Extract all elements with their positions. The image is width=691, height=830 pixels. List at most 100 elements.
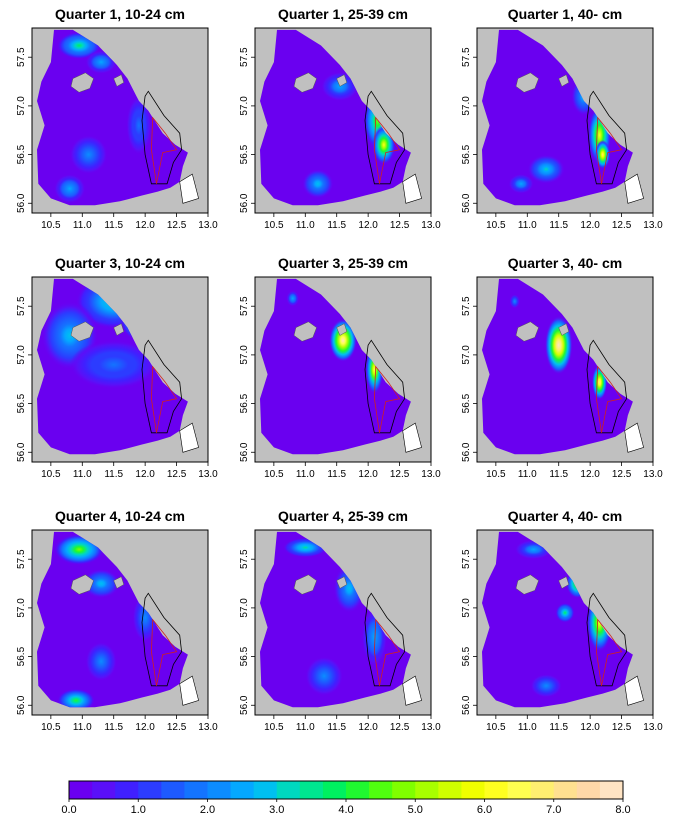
legend-cell [230, 781, 255, 799]
x-tick-label: 13.0 [198, 220, 218, 231]
legend-tick-label: 2.0 [200, 804, 215, 816]
legend-tick-label: 5.0 [408, 804, 423, 816]
legend-cell [507, 781, 532, 799]
island [558, 74, 570, 87]
y-tick-label: 57.5 [461, 47, 472, 67]
x-tick-label: 10.5 [486, 469, 506, 480]
x-tick-label: 10.5 [264, 220, 284, 231]
map-panel: Quarter 1, 10-24 cm 10.5 11.0 11.5 12.0 12.5 1… [16, 6, 218, 231]
substratum-outline [150, 365, 178, 433]
panel-frame [31, 27, 209, 214]
legend-cell [115, 781, 139, 799]
island [558, 576, 570, 589]
y-tick-label: 56.5 [16, 393, 27, 413]
panel-frame [31, 529, 209, 716]
map-panel: Quarter 3, 40- cm 10.5 11.0 11.5 12.0 12.5 13.… [461, 255, 663, 480]
land-wedge [624, 422, 644, 453]
panel-title: Quarter 1, 25-39 cm [278, 6, 408, 22]
stratum-outline [364, 339, 406, 434]
legend-tick-label: 7.0 [546, 804, 561, 816]
y-tick-label: 56.5 [16, 646, 27, 666]
panel-frame [254, 276, 432, 463]
y-tick-label: 56.0 [16, 193, 27, 213]
substratum-outline [595, 116, 623, 184]
x-tick-label: 10.5 [486, 722, 506, 733]
density-patch [509, 294, 520, 309]
y-tick-label: 57.5 [16, 549, 27, 569]
x-tick-label: 11.0 [73, 469, 92, 480]
x-tick-label: 11.5 [104, 722, 123, 733]
panel-frame [31, 276, 209, 463]
island [336, 323, 348, 336]
y-tick-label: 57.0 [239, 96, 250, 116]
x-tick-label: 11.5 [327, 722, 346, 733]
island [293, 574, 317, 595]
legend-tick-label: 6.0 [477, 804, 492, 816]
x-tick-label: 10.5 [264, 722, 284, 733]
y-tick-label: 56.0 [461, 193, 472, 213]
x-tick-label: 12.5 [612, 722, 632, 733]
land-wedge [402, 173, 422, 204]
x-tick-label: 12.0 [580, 220, 600, 231]
x-tick-label: 12.0 [580, 722, 600, 733]
island [336, 576, 348, 589]
panel-title: Quarter 1, 40- cm [508, 6, 622, 22]
legend-cell [322, 781, 347, 799]
x-tick-label: 13.0 [198, 469, 218, 480]
x-tick-label: 11.0 [296, 469, 315, 480]
land-wedge [402, 422, 422, 453]
y-tick-label: 56.5 [461, 646, 472, 666]
island [515, 321, 539, 342]
legend-cell [207, 781, 232, 799]
x-tick-label: 12.0 [358, 469, 378, 480]
y-tick-label: 57.5 [239, 47, 250, 67]
y-tick-label: 56.5 [461, 393, 472, 413]
legend-cell [392, 781, 416, 799]
y-tick-label: 57.5 [16, 47, 27, 67]
x-tick-label: 13.0 [421, 469, 441, 480]
y-tick-label: 57.0 [16, 598, 27, 618]
island [336, 74, 348, 87]
legend-cell [138, 781, 162, 799]
density-patch [85, 641, 117, 681]
y-tick-label: 56.0 [239, 193, 250, 213]
x-tick-label: 11.0 [296, 722, 315, 733]
y-tick-label: 56.0 [461, 442, 472, 462]
legend-cell [92, 781, 116, 799]
land-wedge [624, 173, 644, 204]
y-tick-label: 56.0 [239, 442, 250, 462]
x-tick-label: 11.0 [296, 220, 315, 231]
density-patch [82, 568, 120, 599]
x-tick-label: 12.5 [167, 220, 187, 231]
legend-cell [161, 781, 185, 799]
substratum-outline [595, 365, 623, 433]
y-tick-label: 56.5 [16, 144, 27, 164]
substratum-outline [150, 116, 178, 184]
y-tick-label: 56.0 [239, 695, 250, 715]
x-tick-label: 13.0 [198, 722, 218, 733]
density-patch [69, 340, 158, 389]
x-tick-label: 12.5 [390, 469, 410, 480]
land-wedge [179, 173, 199, 204]
x-tick-label: 11.0 [73, 220, 92, 231]
x-tick-label: 11.0 [518, 220, 537, 231]
x-tick-label: 12.0 [135, 722, 155, 733]
panel-title: Quarter 1, 10-24 cm [55, 6, 185, 22]
panel-frame [254, 529, 432, 716]
land-wedge [402, 675, 422, 706]
legend-cell [369, 781, 393, 799]
island [70, 72, 94, 93]
x-tick-label: 12.5 [612, 220, 632, 231]
map-panel: Quarter 3, 10-24 cm 10.5 11.0 11.5 12.0 12.5 1… [16, 255, 218, 480]
x-tick-label: 13.0 [421, 220, 441, 231]
density-patch [530, 674, 562, 698]
y-tick-label: 57.5 [461, 296, 472, 316]
y-tick-label: 56.0 [16, 695, 27, 715]
legend-tick-label: 8.0 [615, 804, 630, 816]
panel-frame [476, 276, 654, 463]
x-tick-label: 13.0 [643, 469, 663, 480]
island [113, 576, 125, 589]
map-panel: Quarter 1, 40- cm 10.5 11.0 11.5 12.0 12.5 13.… [461, 6, 663, 231]
x-tick-label: 11.5 [327, 469, 346, 480]
x-tick-label: 10.5 [41, 220, 61, 231]
